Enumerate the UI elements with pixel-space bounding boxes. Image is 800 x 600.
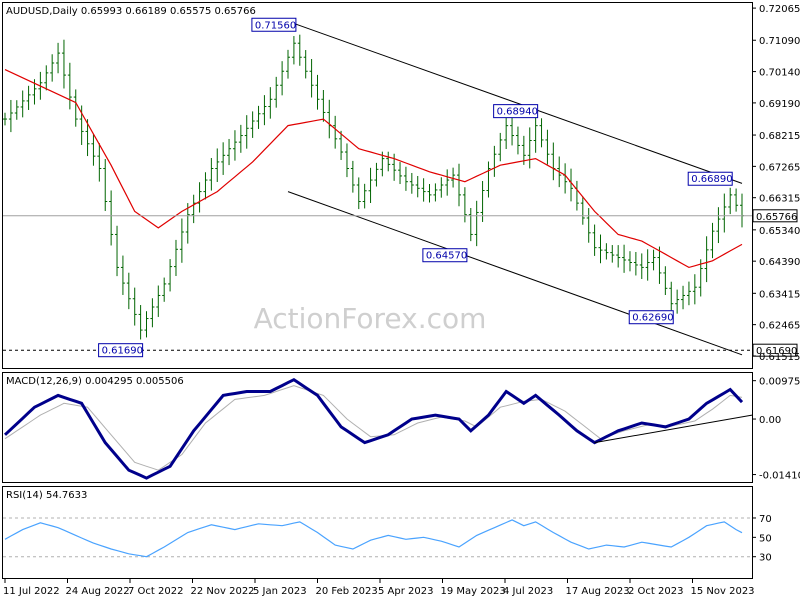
price-y-tick-label: 0.71090: [759, 36, 800, 47]
date-tick-label: 22 Nov 2022: [191, 586, 255, 597]
rsi-line: [4, 519, 743, 558]
date-tick-label: 2 Oct 2023: [628, 586, 683, 597]
annotation-label: 0.62690: [632, 313, 673, 324]
rsi-y-tick-label: 30: [759, 553, 772, 564]
date-tick-label: 5 Apr 2023: [378, 586, 433, 597]
date-tick-label: 24 Aug 2022: [66, 586, 130, 597]
annotation-label: 0.66890: [691, 174, 732, 185]
price-y-tick-label: 0.68215: [759, 131, 800, 142]
price-y-tick-label: 0.66315: [759, 194, 800, 205]
watermark: ActionForex.com: [254, 302, 487, 335]
annotation-label: 0.64570: [426, 251, 467, 262]
price-panel: [2, 2, 753, 369]
annotation-label: 0.68940: [497, 107, 538, 118]
price-channel: [287, 22, 743, 356]
macd-y-tick-label: -0.014107: [759, 471, 800, 482]
date-tick-label: 11 Jul 2022: [3, 586, 60, 597]
price-y-tick-label: 0.62465: [759, 321, 800, 332]
macd-trendline: [594, 414, 753, 444]
current-price-box: [752, 209, 798, 223]
macd-signal-line: [4, 385, 743, 471]
channel-line: [287, 191, 743, 356]
annotation-box: [628, 310, 674, 325]
date-tick-label: 5 Jan 2023: [253, 586, 307, 597]
current-price-label: 0.65766: [756, 212, 797, 223]
rsi-y-axis: 70 50 30: [752, 514, 772, 564]
annotation-box: [251, 17, 297, 32]
date-tick-label: 20 Feb 2023: [316, 586, 378, 597]
price-annotations: 0.71560 0.68940 0.66890 0.64570 0.62690 0.616…: [98, 17, 733, 358]
rsi-header: RSI(14) 54.7633: [6, 490, 87, 501]
macd-line: [3, 377, 744, 480]
date-tick-label: 19 May 2023: [441, 586, 506, 597]
price-y-tick-label: 0.65340: [759, 226, 800, 237]
rsi-panel: [2, 486, 753, 579]
annotation-box: [422, 248, 468, 263]
macd-panel: [2, 372, 753, 483]
annotation-box: [493, 104, 539, 119]
price-y-tick-label: 0.72065: [759, 4, 800, 15]
date-tick-label: 15 Nov 2023: [691, 586, 755, 597]
ma-line: [4, 69, 743, 269]
channel-line: [293, 22, 743, 184]
macd-lines: [3, 377, 753, 480]
price-y-axis: 0.72065 0.71090 0.70140 0.69190 0.68215 0.672…: [752, 4, 800, 363]
price-y-tick-label: 0.61515: [759, 352, 800, 363]
rsi-y-tick-label: 50: [759, 533, 772, 544]
price-y-tick-label: 0.67265: [759, 162, 800, 173]
macd-y-tick-label: 0.009751: [759, 377, 800, 388]
price-y-tick-label: 0.63415: [759, 289, 800, 300]
date-tick-label: 17 Aug 2023: [566, 586, 630, 597]
annotation-box: [98, 343, 144, 358]
macd-y-axis: 0.009751 0.00 -0.014107: [752, 377, 800, 482]
date-tick-label: 7 Oct 2022: [128, 586, 183, 597]
price-y-tick-label: 0.64390: [759, 257, 800, 268]
level-lines: 0.61690 0.65766: [3, 209, 798, 357]
macd-y-tick-label: 0.00: [759, 415, 781, 426]
price-header: AUDUSD,Daily 0.65993 0.66189 0.65575 0.6…: [6, 6, 256, 17]
price-y-tick-label: 0.70140: [759, 68, 800, 79]
watermark-layer: ActionForex.com: [254, 302, 487, 335]
level-price-box: [752, 343, 798, 357]
moving-average: [4, 69, 743, 269]
price-y-tick-label: 0.69190: [759, 99, 800, 110]
annotation-box: [687, 171, 733, 186]
rsi-y-tick-label: 70: [759, 514, 772, 525]
macd-header: MACD(12,26,9) 0.004295 0.005506: [6, 376, 184, 387]
annotation-label: 0.61690: [102, 346, 143, 357]
rsi-lines: [3, 517, 752, 558]
level-price-label: 0.61690: [756, 346, 797, 357]
annotation-label: 0.71560: [255, 20, 296, 31]
date-tick-label: 4 Jul 2023: [503, 586, 553, 597]
